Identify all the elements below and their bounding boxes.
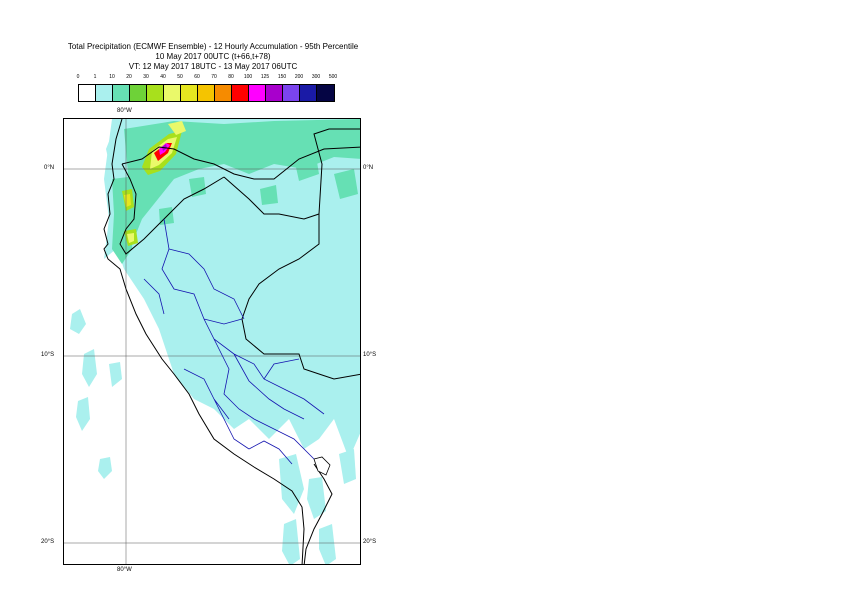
precip-patch-ocean-5 — [109, 362, 122, 387]
legend-label: 0 — [76, 74, 80, 80]
precip-patch-green-4 — [189, 177, 206, 197]
coastline — [103, 119, 305, 564]
legend-swatch — [198, 85, 215, 101]
legend-swatch — [113, 85, 130, 101]
legend-label: 300 — [311, 74, 321, 80]
precip-patch-ocean-2 — [82, 349, 97, 387]
legend-swatch — [147, 85, 164, 101]
legend-label: 500 — [328, 74, 338, 80]
legend-label: 1 — [93, 74, 97, 80]
precipitation-map[interactable] — [63, 118, 361, 565]
legend-label: 70 — [211, 74, 217, 80]
precip-area-light — [114, 119, 360, 459]
lat-right-0: 0°N — [363, 165, 374, 171]
map-title-block: Total Precipitation (ECMWF Ensemble) - 1… — [0, 42, 426, 72]
legend-swatch — [232, 85, 249, 101]
precip-patch-ocean-3 — [76, 397, 90, 431]
legend-label: 50 — [177, 74, 183, 80]
map-title: Total Precipitation (ECMWF Ensemble) - 1… — [67, 42, 359, 51]
precip-patch-ocean-4 — [98, 457, 112, 479]
border-colombia-ecuador — [121, 146, 360, 180]
border-brazil-bolivia — [313, 128, 360, 215]
precip-patch-southeast-2 — [282, 519, 300, 564]
legend-swatch — [79, 85, 96, 101]
precip-patch-green-3 — [334, 169, 358, 199]
legend-swatch — [215, 85, 232, 101]
precip-patch-southeast-4 — [319, 524, 336, 564]
legend-label: 150 — [277, 74, 287, 80]
legend-swatch — [300, 85, 317, 101]
map-canvas — [64, 119, 360, 564]
lat-left-10s: 10°S — [41, 352, 55, 358]
legend-label: 60 — [194, 74, 200, 80]
legend-swatch — [96, 85, 113, 101]
border-peru-bolivia — [303, 463, 333, 564]
legend-label: 200 — [294, 74, 304, 80]
legend-label: 100 — [243, 74, 253, 80]
lake-titicaca — [313, 456, 331, 476]
legend-label: 20 — [126, 74, 132, 80]
precipitation-legend: 0 1 10 20 30 40 50 60 70 80 100 125 150 200 300 500 — [76, 74, 348, 104]
bottom-longitude-label: 80°W — [117, 567, 132, 573]
border-peru-brazil — [223, 176, 360, 380]
map-valid-time: VT: 12 May 2017 18UTC - 13 May 2017 06UT… — [128, 62, 298, 71]
legend-label: 30 — [143, 74, 149, 80]
top-longitude-label: 80°W — [117, 108, 132, 114]
legend-swatch — [266, 85, 283, 101]
legend-label: 80 — [228, 74, 234, 80]
lat-left-0: 0°N — [44, 165, 55, 171]
lat-left-20s: 20°S — [41, 539, 55, 545]
precip-patch-green-1 — [244, 139, 269, 171]
legend-swatch — [130, 85, 147, 101]
legend-labels: 0 1 10 20 30 40 50 60 70 80 100 125 150 200 300 500 — [76, 74, 348, 83]
legend-swatch — [164, 85, 181, 101]
precip-patch-green-7 — [260, 185, 278, 205]
legend-label: 40 — [160, 74, 166, 80]
lat-right-20s: 20°S — [363, 539, 377, 545]
precip-patch-southeast-3 — [307, 477, 326, 519]
precip-core-south-center — [127, 233, 134, 243]
legend-label: 10 — [109, 74, 115, 80]
legend-swatch — [283, 85, 300, 101]
legend-swatch — [181, 85, 198, 101]
precip-patch-ocean-1 — [70, 309, 86, 334]
legend-swatch — [249, 85, 266, 101]
precip-core-yellow-northeast — [168, 121, 186, 135]
map-run-time: 10 May 2017 00UTC (t+66,t+78) — [155, 52, 271, 61]
border-ecuador-peru — [119, 163, 225, 255]
legend-color-bar — [78, 84, 335, 102]
region-borders — [143, 218, 325, 465]
precip-patch-southeast-1 — [279, 454, 304, 514]
lat-right-10s: 10°S — [363, 352, 377, 358]
precip-patch-southeast-5 — [339, 449, 356, 484]
legend-swatch — [317, 85, 334, 101]
legend-label: 125 — [260, 74, 270, 80]
